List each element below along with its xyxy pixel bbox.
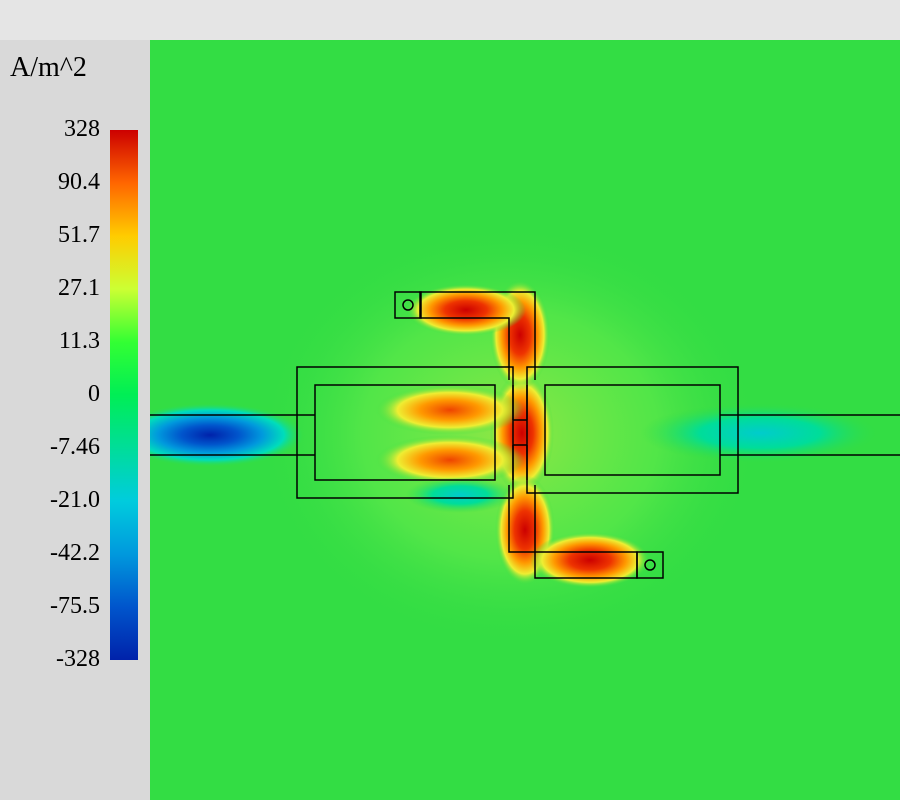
colorbar-tick-label: -42.2 bbox=[50, 540, 100, 567]
legend-panel: A/m^2 328 90.4 51.7 27.1 11.3 0 -7.46 -21.0 -42.… bbox=[0, 40, 150, 800]
colorbar-tick-label: 0 bbox=[88, 381, 100, 408]
colorbar bbox=[110, 130, 138, 660]
field-svg bbox=[150, 40, 900, 800]
field-plot bbox=[150, 40, 900, 800]
colorbar-tick-label: -75.5 bbox=[50, 593, 100, 620]
colorbar-tick-label: 328 bbox=[64, 116, 100, 143]
colorbar-tick-label: -328 bbox=[56, 646, 100, 673]
colorbar-tick-label: 90.4 bbox=[58, 169, 100, 196]
colorbar-tick-label: -21.0 bbox=[50, 487, 100, 514]
colorbar-tick-label: 27.1 bbox=[58, 275, 100, 302]
legend-title: A/m^2 bbox=[10, 52, 87, 84]
colorbar-tick-label: 51.7 bbox=[58, 222, 100, 249]
colorbar-tick-label: -7.46 bbox=[50, 434, 100, 461]
colorbar-tick-label: 11.3 bbox=[59, 328, 100, 355]
tick-labels: 32890.451.727.111.30-7.46-21.0-42.2-75.5… bbox=[0, 130, 105, 660]
